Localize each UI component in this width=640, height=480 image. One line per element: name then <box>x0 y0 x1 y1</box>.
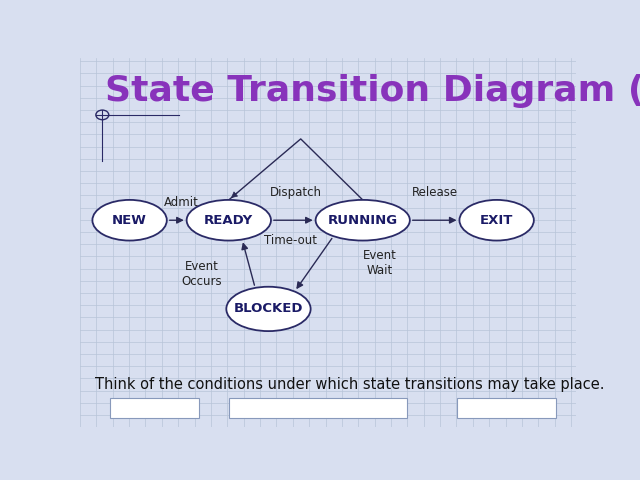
Text: READY: READY <box>204 214 253 227</box>
Ellipse shape <box>92 200 167 240</box>
Bar <box>110 397 199 418</box>
Ellipse shape <box>316 200 410 240</box>
Text: NEW: NEW <box>112 214 147 227</box>
Text: EXIT: EXIT <box>480 214 513 227</box>
Text: Think of the conditions under which state transitions may take place.: Think of the conditions under which stat… <box>95 377 604 392</box>
Text: BLOCKED: BLOCKED <box>234 302 303 315</box>
Text: Event
Occurs: Event Occurs <box>181 260 222 288</box>
Text: Time-out: Time-out <box>264 234 317 247</box>
Ellipse shape <box>460 200 534 240</box>
Ellipse shape <box>187 200 271 240</box>
Text: RUNNING: RUNNING <box>328 214 398 227</box>
Text: Event
Wait: Event Wait <box>363 249 397 277</box>
Text: Release: Release <box>412 186 458 199</box>
Text: Dispatch: Dispatch <box>270 186 322 199</box>
Text: State Transition Diagram (1): State Transition Diagram (1) <box>105 74 640 108</box>
Text: Admit: Admit <box>164 196 199 209</box>
Text: Page 26: Page 26 <box>122 403 164 413</box>
Bar <box>229 397 407 418</box>
Ellipse shape <box>227 287 310 331</box>
Bar <box>457 397 556 418</box>
